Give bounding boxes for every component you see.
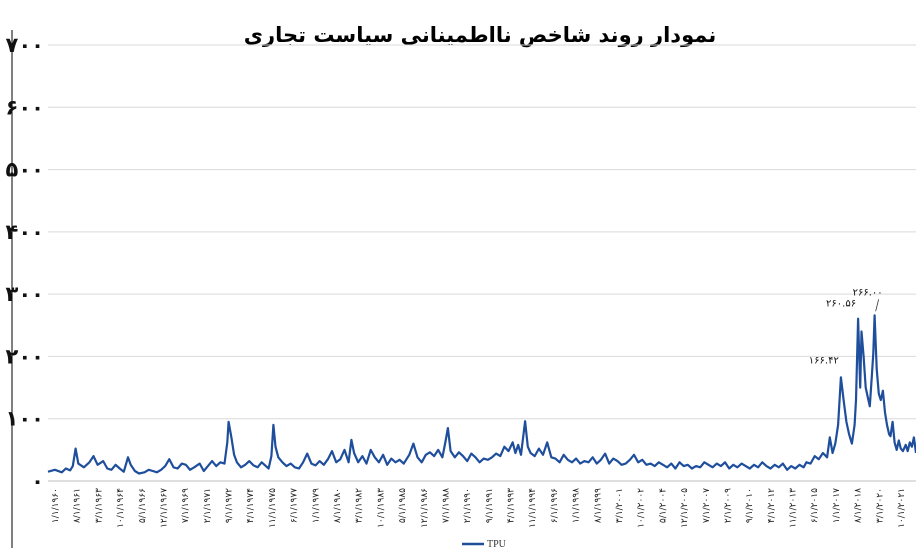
y-tick-label: ۰	[31, 469, 44, 493]
x-tick-label: ۴/۱/۲۰۱۲	[767, 488, 777, 523]
x-tick-label: ۳/۱/۱۹۶۳	[94, 488, 104, 523]
x-tick-label: ۳/۱/۲۰۲۰	[875, 488, 885, 523]
x-tick-label: ۹/۱/۱۹۷۲	[225, 488, 235, 523]
x-tick-label: ۵/۱/۲۰۰۴	[658, 488, 668, 523]
x-tick-label: ۶/۱/۱۹۷۷	[290, 488, 300, 523]
series-line-tpu	[47, 314, 916, 475]
x-tick-label: ۱۱/۱/۱۹۹۴	[528, 488, 538, 528]
x-tick-labels: ۱/۱/۱۹۶۰ ۸/۱/۱۹۶۱ ۳/۱/۱۹۶۳ ۱۰/۱/۱۹۶۴ ۵/۱/۱۹۶…	[51, 488, 907, 528]
x-tick-label: ۱۲/۱/۱۹۸۶	[420, 488, 430, 528]
x-tick-label: ۴/۱/۱۹۷۴	[246, 488, 256, 523]
x-tick-label: ۵/۱/۱۹۸۵	[398, 488, 408, 523]
y-tick-label: ۶۰۰	[6, 95, 44, 119]
x-tick-label: ۶/۱/۲۰۱۵	[810, 488, 820, 523]
x-tick-label: ۴/۱/۱۹۹۳	[507, 488, 517, 523]
x-tick-label: ۸/۱/۱۹۹۹	[593, 488, 603, 523]
gridlines	[48, 44, 916, 482]
x-tick-label: ۱۰/۱/۲۰۰۲	[637, 488, 647, 528]
x-tick-label: ۲/۱/۱۹۹۰	[463, 488, 473, 523]
y-tick-labels: ۰ ۱۰۰ ۲۰۰ ۳۰۰ ۴۰۰ ۵۰۰ ۶۰۰ ۷۰۰	[6, 33, 44, 493]
legend-label: TPU	[487, 539, 507, 550]
x-tick-label: ۳/۱/۱۹۸۲	[355, 488, 365, 523]
data-label: ۲۶۶.۰۰	[853, 287, 883, 298]
x-tick-label: ۱۲/۱/۱۹۶۷	[159, 488, 169, 528]
x-tick-label: ۱۲/۱/۲۰۰۵	[680, 488, 690, 528]
x-tick-label: ۱۰/۱/۱۹۸۳	[376, 488, 386, 528]
x-tick-label: ۸/۱/۱۹۶۱	[73, 488, 83, 523]
x-tick-label: ۹/۱/۱۹۹۱	[485, 488, 495, 523]
data-label: ۲۶۰.۵۶	[826, 299, 856, 310]
x-tick-label: ۱/۱/۱۹۷۹	[311, 488, 321, 523]
x-tick-label: ۱۰/۱/۱۹۶۴	[116, 488, 126, 528]
x-tick-label: ۸/۱/۲۰۱۸	[854, 488, 864, 523]
x-tick-label: ۱/۱/۱۹۶۰	[51, 488, 61, 523]
legend: TPU	[462, 539, 507, 550]
x-tick-label: ۱/۱/۲۰۱۷	[832, 488, 842, 523]
y-tick-label: ۵۰۰	[6, 158, 44, 182]
x-tick-label: ۱۱/۱/۱۹۷۵	[268, 488, 278, 528]
x-tick-label: ۲/۱/۲۰۰۹	[723, 488, 733, 523]
data-label: ۱۶۶.۴۲	[809, 355, 839, 366]
x-tick-label: ۸/۱/۱۹۸۰	[333, 488, 343, 523]
y-tick-label: ۳۰۰	[6, 282, 44, 306]
x-tick-label: ۱۱/۱/۲۰۱۳	[789, 488, 799, 528]
x-tick-label: ۳/۱/۲۰۰۱	[615, 488, 625, 523]
data-label-leader	[875, 299, 880, 312]
y-tick-label: ۲۰۰	[6, 344, 44, 368]
x-tick-label: ۷/۱/۲۰۰۷	[702, 488, 712, 523]
chart-title: نمودار روند شاخص نااطمینانی سیاست تجاری	[244, 23, 716, 47]
x-tick-label: ۱۰/۱/۲۰۲۱	[897, 488, 907, 528]
x-tick-label: ۲/۱/۱۹۷۱	[203, 488, 213, 523]
x-tick-label: ۷/۱/۱۹۸۸	[441, 488, 451, 523]
x-tick-label: ۱/۱/۱۹۹۸	[572, 488, 582, 523]
y-tick-label: ۷۰۰	[6, 33, 44, 57]
x-tick-label: ۹/۱/۲۰۱۰	[745, 488, 755, 523]
y-tick-label: ۱۰۰	[6, 407, 44, 431]
series-group	[47, 314, 916, 475]
x-tick-label: ۶/۱/۱۹۹۶	[550, 488, 560, 523]
x-tick-label: ۷/۱/۱۹۶۹	[181, 488, 191, 523]
x-tick-label: ۵/۱/۱۹۶۶	[138, 488, 148, 523]
y-tick-label: ۴۰۰	[6, 220, 44, 244]
